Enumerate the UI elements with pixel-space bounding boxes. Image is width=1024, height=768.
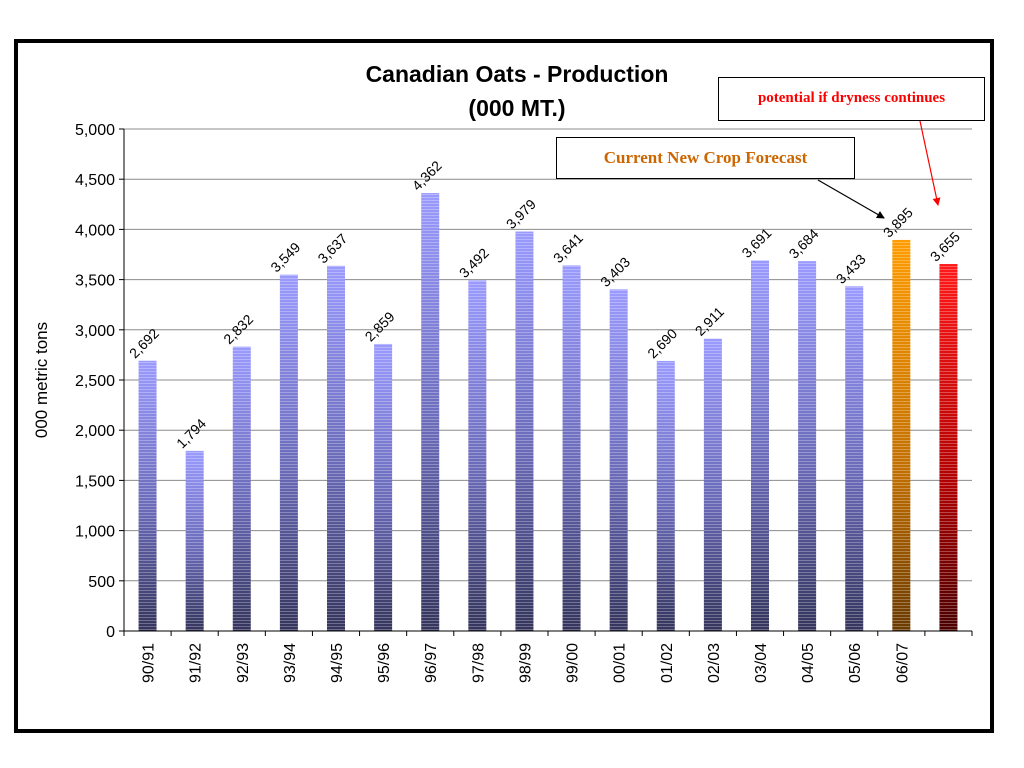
data-label: 4,362 bbox=[409, 157, 445, 193]
y-tick-label: 4,000 bbox=[75, 222, 115, 239]
bar bbox=[703, 338, 722, 631]
forecast-arrow bbox=[817, 179, 885, 219]
bar-texture bbox=[327, 265, 345, 631]
bar bbox=[562, 265, 581, 631]
bar-texture bbox=[892, 239, 911, 631]
bar-texture bbox=[468, 280, 487, 631]
bar bbox=[656, 360, 675, 631]
bar bbox=[468, 280, 487, 631]
gridlines bbox=[124, 128, 972, 582]
data-label: 3,637 bbox=[314, 230, 350, 266]
bar-texture bbox=[751, 260, 769, 631]
forecast-callout: Current New Crop Forecast bbox=[556, 137, 855, 179]
bar bbox=[327, 265, 345, 631]
y-tick-label: 3,500 bbox=[75, 273, 115, 290]
x-tick-label: 06/07 bbox=[894, 643, 911, 683]
data-label: 3,979 bbox=[503, 196, 539, 232]
y-tick-label: 4,500 bbox=[75, 172, 115, 189]
data-label: 3,684 bbox=[786, 225, 822, 261]
y-tick-label: 1,500 bbox=[75, 473, 115, 490]
bar-texture bbox=[515, 231, 534, 631]
bar bbox=[138, 360, 157, 631]
bar-texture bbox=[562, 265, 581, 631]
data-label: 2,690 bbox=[644, 325, 680, 361]
x-tick-label: 91/92 bbox=[188, 643, 205, 683]
x-tick-label: 92/93 bbox=[235, 643, 252, 683]
x-tick-label: 05/06 bbox=[847, 643, 864, 683]
y-tick-label: 2,500 bbox=[75, 373, 115, 390]
x-tick-label: 93/94 bbox=[282, 643, 299, 683]
data-label: 3,655 bbox=[927, 228, 963, 264]
bar-texture bbox=[656, 360, 675, 631]
data-label: 3,403 bbox=[597, 254, 633, 290]
x-tick-label: 94/95 bbox=[329, 643, 346, 683]
bar bbox=[232, 346, 251, 631]
bar bbox=[798, 261, 817, 631]
bar-texture bbox=[138, 360, 157, 631]
y-tick-label: 5,000 bbox=[75, 122, 115, 139]
x-tick-label: 97/98 bbox=[470, 643, 487, 683]
y-tick-label: 1,000 bbox=[75, 524, 115, 541]
bar-texture bbox=[185, 450, 204, 631]
y-tick-label: 500 bbox=[88, 574, 115, 591]
x-tick-label: 02/03 bbox=[706, 643, 723, 683]
bar-texture bbox=[845, 286, 864, 631]
bar-texture bbox=[798, 261, 817, 631]
bar bbox=[374, 343, 393, 631]
x-tick-label: 04/05 bbox=[800, 643, 817, 683]
x-tick-label: 95/96 bbox=[376, 643, 393, 683]
x-tick-label: 03/04 bbox=[753, 643, 770, 683]
bar-texture bbox=[703, 338, 722, 631]
x-tick-label: 99/00 bbox=[565, 643, 582, 683]
bar-texture bbox=[232, 346, 251, 631]
data-labels: 2,692 1,794 2,832 3,549 3,637 2,859 4,362 3,492… bbox=[126, 157, 963, 451]
bar bbox=[751, 260, 769, 631]
data-label: 3,641 bbox=[550, 230, 586, 266]
x-tick-label: 98/99 bbox=[517, 643, 534, 683]
bar-texture bbox=[421, 193, 440, 631]
bar bbox=[609, 289, 628, 631]
y-tick-label: 2,000 bbox=[75, 423, 115, 440]
bar bbox=[892, 239, 911, 631]
data-label: 3,895 bbox=[880, 204, 916, 240]
data-label: 3,433 bbox=[833, 251, 869, 287]
bar-texture bbox=[609, 289, 628, 631]
data-label: 2,692 bbox=[126, 325, 162, 361]
x-tick-label: 00/01 bbox=[612, 643, 629, 683]
data-label: 3,549 bbox=[267, 239, 303, 275]
y-axis-label: 000 metric tons bbox=[32, 322, 51, 438]
bar bbox=[515, 231, 534, 631]
bar-texture bbox=[279, 274, 298, 631]
y-ticks: 0 500 1,000 1,500 2,000 2,500 3,000 3,500 4,000 4… bbox=[75, 122, 124, 641]
data-label: 2,832 bbox=[220, 311, 256, 347]
bar bbox=[845, 286, 864, 631]
data-label: 2,859 bbox=[362, 308, 398, 344]
chart-subtitle: (000 MT.) bbox=[468, 95, 565, 121]
y-tick-label: 3,000 bbox=[75, 323, 115, 340]
x-tick-label: 90/91 bbox=[141, 643, 158, 683]
bar-texture bbox=[939, 264, 958, 631]
bar-texture bbox=[374, 343, 393, 631]
bar bbox=[939, 264, 958, 631]
bar bbox=[185, 450, 204, 631]
data-label: 3,492 bbox=[456, 245, 492, 281]
x-ticks: 90/91 91/92 92/93 93/94 94/95 95/96 96/97 97/98… bbox=[123, 631, 973, 683]
data-label: 2,911 bbox=[692, 303, 728, 339]
y-tick-label: 0 bbox=[106, 624, 115, 641]
bars bbox=[138, 193, 958, 631]
x-tick-label: 96/97 bbox=[423, 643, 440, 683]
x-tick-label: 01/02 bbox=[659, 643, 676, 683]
chart-title: Canadian Oats - Production bbox=[366, 61, 669, 87]
bar bbox=[421, 193, 440, 631]
data-label: 1,794 bbox=[173, 415, 209, 451]
bar bbox=[279, 274, 298, 631]
dryness-callout: potential if dryness continues bbox=[718, 77, 985, 121]
dryness-arrow bbox=[919, 120, 941, 206]
data-label: 3,691 bbox=[738, 225, 774, 261]
